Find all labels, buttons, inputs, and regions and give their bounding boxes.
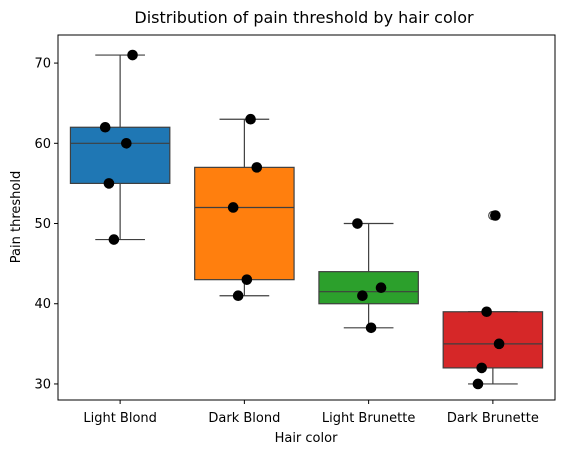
data-point	[357, 290, 368, 302]
y-tick-label: 70	[34, 57, 51, 72]
x-tick-label: Dark Blond	[208, 411, 280, 426]
data-point	[99, 121, 111, 133]
box-dark-brunette	[442, 311, 544, 369]
data-point	[245, 113, 256, 125]
plot-frame	[57, 34, 556, 401]
data-point	[127, 49, 138, 61]
y-tick-label: 60	[34, 137, 51, 152]
x-tick-label: Light Brunette	[322, 411, 416, 426]
data-point	[490, 210, 501, 221]
data-point	[227, 202, 239, 213]
box-light-brunette	[318, 271, 419, 305]
data-point	[365, 322, 377, 334]
y-tick-label: 40	[34, 297, 51, 312]
y-tick-label: 30	[34, 377, 51, 392]
data-point	[352, 218, 363, 229]
data-point	[476, 362, 487, 374]
data-point	[121, 137, 132, 149]
x-tick-label: Dark Brunette	[447, 411, 539, 426]
data-point	[241, 274, 253, 285]
data-point	[375, 282, 387, 293]
data-point	[493, 338, 505, 350]
data-point	[481, 306, 492, 318]
y-axis-label: Pain threshold	[9, 171, 24, 263]
y-tick-label: 50	[34, 217, 51, 232]
data-point	[251, 162, 263, 173]
box-light-blond	[69, 126, 171, 185]
plot-area	[69, 49, 544, 390]
data-point	[108, 234, 120, 245]
data-point	[232, 290, 244, 302]
box-dark-blond	[194, 166, 295, 281]
x-axis-label: Hair color	[275, 431, 338, 446]
data-point	[103, 178, 115, 189]
chart-title: Distribution of pain threshold by hair c…	[134, 8, 474, 27]
data-point	[472, 378, 484, 390]
x-tick-label: Light Blond	[83, 411, 157, 426]
